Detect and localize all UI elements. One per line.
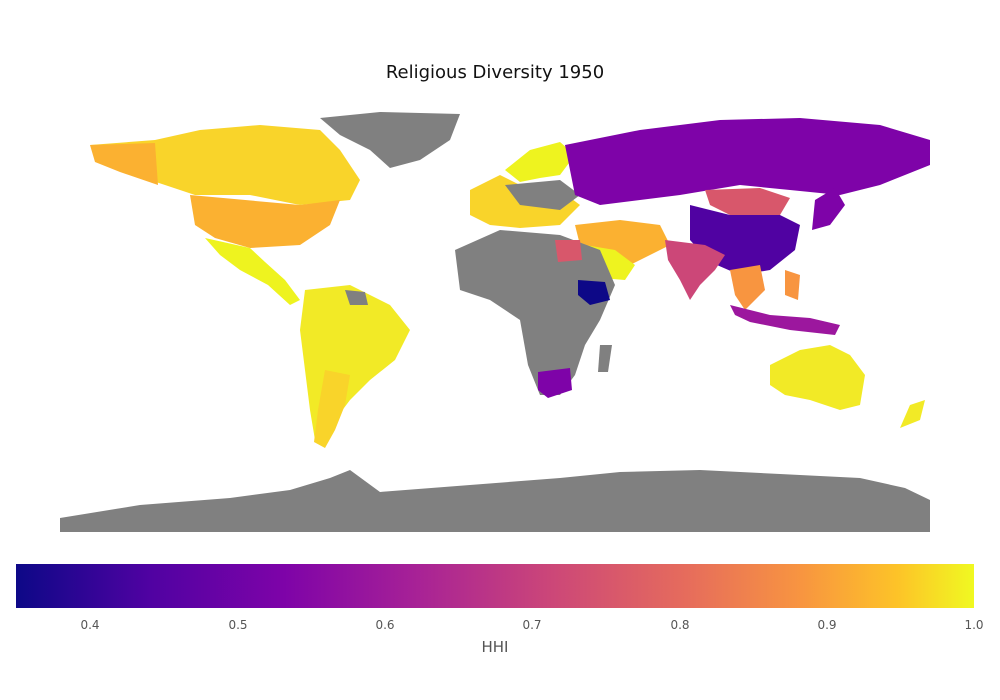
colorbar-tick: 0.6 — [375, 618, 395, 632]
colorbar-tick: 0.4 — [80, 618, 100, 632]
argentina-region — [314, 370, 350, 448]
colorbar — [16, 564, 974, 608]
ethiopia-region — [578, 280, 610, 305]
colorbar-tick: 0.8 — [670, 618, 690, 632]
japan-region — [812, 188, 845, 230]
australia-region — [770, 345, 865, 410]
southeast-asia-region — [730, 265, 765, 310]
world-map — [60, 112, 930, 532]
russia-region — [565, 118, 930, 205]
indonesia-region — [730, 305, 840, 335]
new-zealand-region — [900, 400, 925, 428]
scandinavia-region — [505, 142, 575, 182]
mongolia-region — [705, 188, 790, 215]
alaska-region — [90, 143, 158, 185]
mexico-region — [205, 238, 300, 305]
canada-region — [90, 125, 360, 205]
egypt-region — [555, 240, 582, 262]
philippines-region — [785, 270, 800, 300]
colorbar-tick: 0.7 — [522, 618, 542, 632]
colorbar-tick: 0.5 — [228, 618, 248, 632]
usa-region — [190, 195, 340, 248]
colorbar-label: HHI — [481, 638, 509, 656]
south-america-region — [300, 285, 410, 445]
greenland-region — [320, 112, 460, 168]
map-title: Religious Diversity 1950 — [385, 62, 605, 83]
india-region — [665, 240, 725, 300]
africa-region — [455, 230, 615, 395]
guyana-region — [345, 290, 368, 305]
madagascar-region — [598, 345, 612, 372]
antarctica-region — [60, 470, 930, 532]
colorbar-tick: 0.9 — [817, 618, 837, 632]
south-africa-region — [538, 368, 572, 398]
colorbar-tick: 1.0 — [964, 618, 984, 632]
eastern-europe-region — [505, 180, 580, 210]
